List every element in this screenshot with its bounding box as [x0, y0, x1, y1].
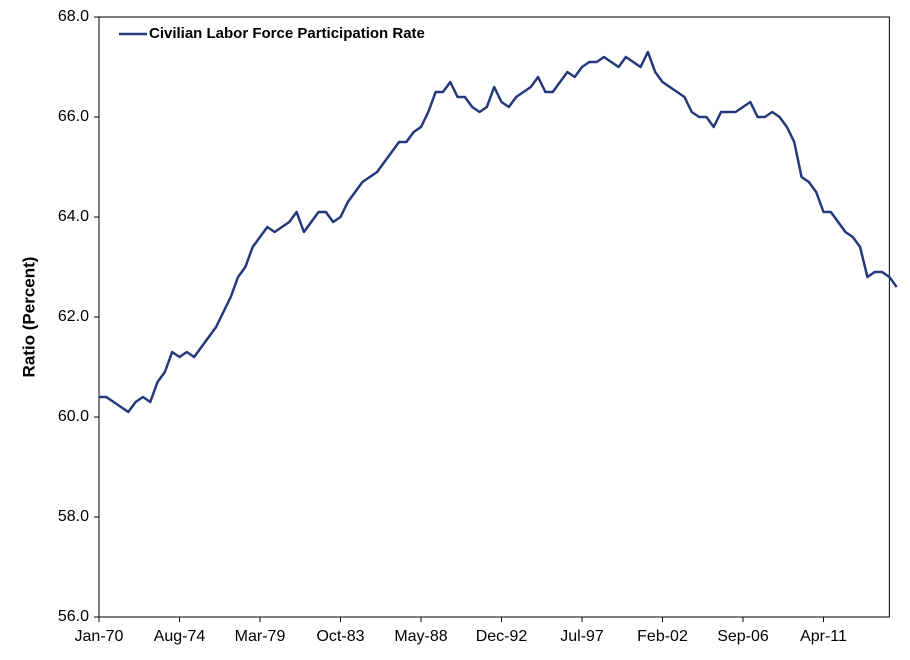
x-tick-label: Mar-79	[235, 628, 286, 645]
y-tick-label: 64.0	[58, 208, 89, 225]
x-tick-label: Sep-06	[717, 628, 769, 645]
x-tick-label: May-88	[394, 628, 447, 645]
x-tick-label: Dec-92	[476, 628, 528, 645]
y-tick-label: 60.0	[58, 408, 89, 425]
x-tick-label: Aug-74	[154, 628, 206, 645]
y-tick-label: 56.0	[58, 608, 89, 625]
x-tick-label: Feb-02	[637, 628, 688, 645]
y-tick-label: 58.0	[58, 508, 89, 525]
x-tick-label: Oct-83	[316, 628, 364, 645]
x-tick-label: Jul-97	[560, 628, 604, 645]
y-tick-label: 66.0	[58, 108, 89, 125]
y-axis-title: Ratio (Percent)	[19, 257, 38, 378]
series-line	[99, 50, 898, 414]
y-tick-label: 68.0	[58, 8, 89, 25]
plot-frame	[98, 16, 890, 618]
x-tick-label: Jan-70	[75, 628, 124, 645]
x-tick-label: Apr-11	[800, 628, 847, 645]
y-tick-label: 62.0	[58, 308, 89, 325]
legend-label: Civilian Labor Force Participation Rate	[149, 25, 425, 42]
